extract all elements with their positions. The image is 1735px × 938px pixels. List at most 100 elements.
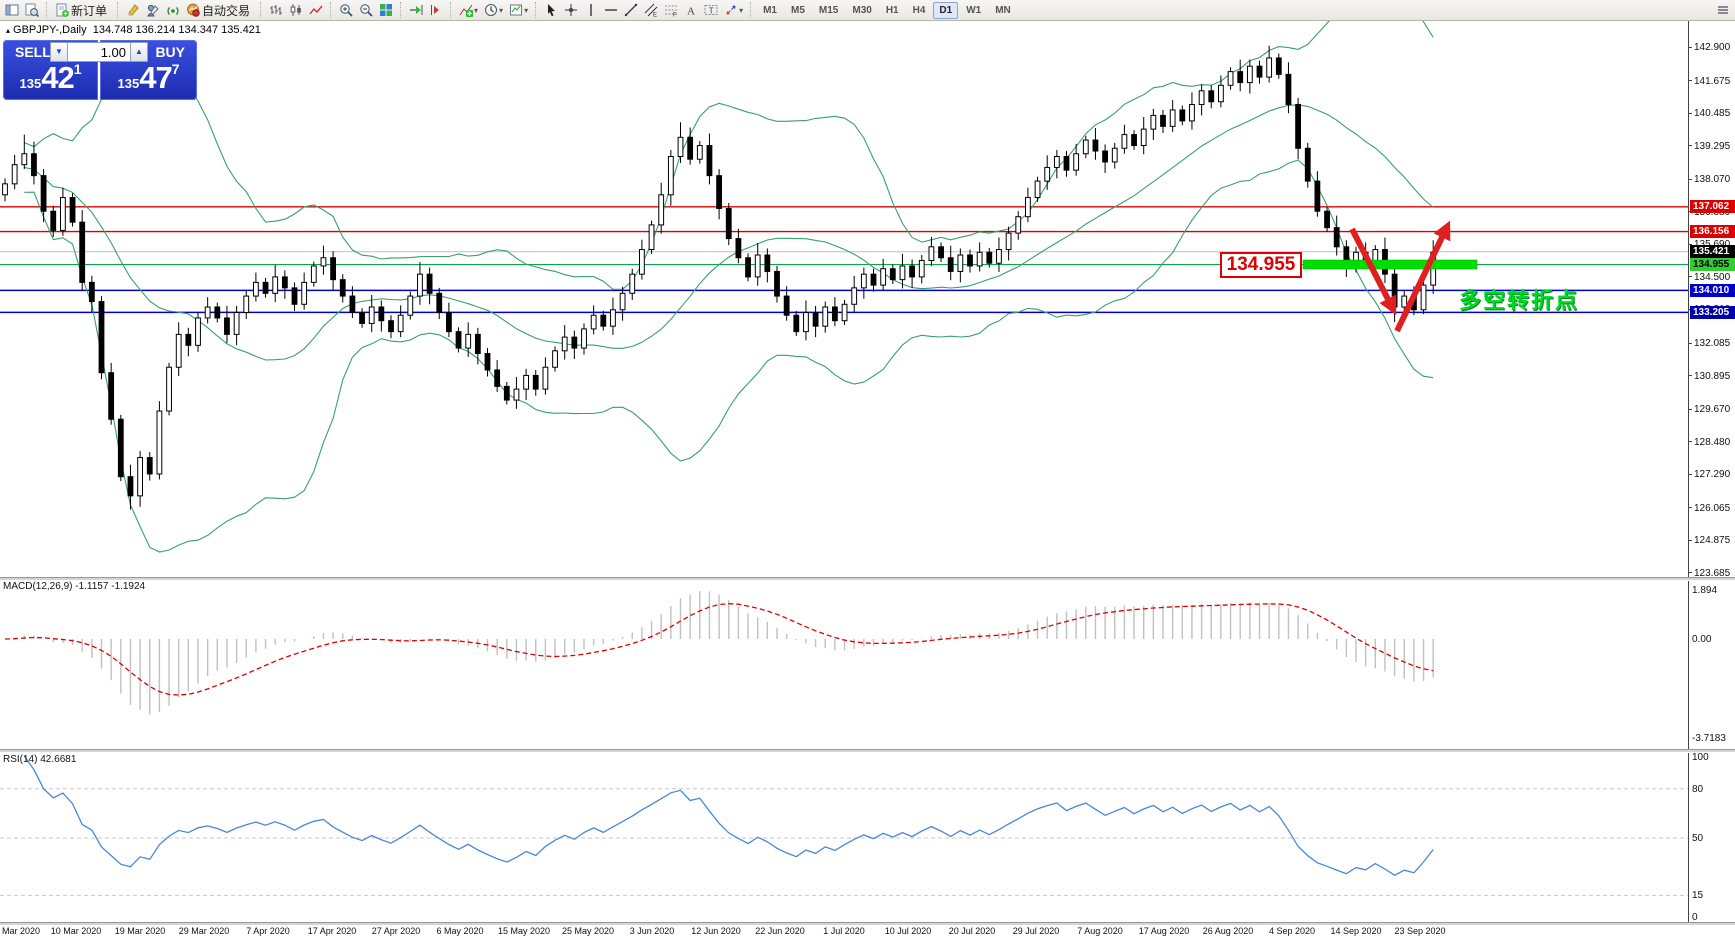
bear-candle [783,295,790,316]
price-level-label-box[interactable]: 134.955 [1220,252,1302,278]
indicators-button[interactable]: ▾ [456,0,481,21]
axis-tick-mark [1689,507,1692,509]
auto-scroll-button[interactable] [406,0,426,21]
bull-candle [175,333,182,368]
turning-point-annotation[interactable]: 多空转折点 [1459,288,1580,313]
collapse-arrow-icon[interactable]: ▴ [6,26,11,35]
date-axis-label: 15 May 2020 [497,926,551,936]
trendline-button[interactable] [621,0,641,21]
timeframe-m1-button[interactable]: M1 [763,4,777,16]
bear-candle [1333,227,1340,248]
chevron-down-icon[interactable]: ▾ [474,5,479,15]
metaeditor-button[interactable] [143,0,163,21]
panel-separator[interactable] [0,577,1735,581]
axis-tick-mark [1689,178,1692,180]
vertical-line-button[interactable] [581,0,601,21]
time-axis[interactable]: Mar 2020 10 Mar 2020 19 Mar 2020 29 Mar 202… [0,924,1735,938]
bull-candle [996,249,1002,264]
rsi-axis-tick: 80 [1692,783,1704,795]
bear-candle [1314,180,1321,212]
date-axis-label: 29 Mar 2020 [178,926,230,936]
bull-candle [658,194,665,226]
bull-candle [581,328,587,349]
timeframe-m15-button[interactable]: M15 [818,4,839,16]
timeframe-w1-button[interactable]: W1 [966,4,982,16]
main-chart-canvas[interactable] [0,21,1688,577]
equidistant-channel-button[interactable]: E [641,0,661,21]
bull-candle [696,145,703,160]
sell-price: 135421 [3,60,98,96]
bear-candle [1256,65,1263,78]
line-chart-button[interactable] [306,0,326,21]
axis-tick-mark [1689,145,1692,147]
panel-separator[interactable] [0,749,1735,753]
date-axis-label: Mar 2020 [2,926,41,936]
timeframe-d1-button[interactable]: D1 [933,1,959,19]
periods-button[interactable]: ▾ [481,0,506,21]
buy-price-pips: 47 [139,60,172,95]
menu-button[interactable] [1713,0,1733,21]
chevron-down-icon[interactable]: ▾ [524,5,529,15]
bear-candle [909,265,916,278]
bull-candle [957,254,964,272]
text-button[interactable]: A [681,0,701,21]
horizontal-line-button[interactable] [601,0,621,21]
signals-button[interactable] [163,0,183,21]
bar-chart-button[interactable] [266,0,286,21]
text-label-button[interactable]: T [701,0,721,21]
bear-candle [79,221,86,283]
equidistant-channel-icon: E [644,3,658,17]
templates-button[interactable]: ▾ [506,0,531,21]
bear-candle [185,333,192,346]
new-order-button[interactable]: 新订单 [52,0,113,21]
chevron-down-icon[interactable]: ▾ [499,5,504,15]
fibonacci-button[interactable]: F [661,0,681,21]
up-arrow-annotation[interactable] [1394,220,1451,333]
sell-price-point: 1 [73,61,82,77]
timeframe-h1-button[interactable]: H1 [885,4,899,16]
bull-candle [11,164,18,185]
bull-candle [60,197,66,231]
macd-panel-canvas[interactable] [0,579,1688,749]
timeframe-mn-button[interactable]: MN [995,4,1011,16]
autotrading-button[interactable]: 自动交易 [183,0,256,21]
date-axis-label: 10 Jul 2020 [884,926,932,936]
chevron-down-icon[interactable]: ▾ [739,5,744,15]
tile-windows-button[interactable] [376,0,396,21]
bear-candle [31,153,37,177]
rsi-value: 42.6681 [40,754,77,765]
candlestick-chart-button[interactable] [286,0,306,21]
sell-button[interactable]: SELL [15,44,51,60]
zoom-in-button[interactable] [336,0,356,21]
buy-button[interactable]: BUY [155,44,185,60]
support-zone-highlight[interactable] [1302,259,1478,270]
bull-candle [417,273,423,297]
trendline-icon [624,3,638,17]
charts-panel-button[interactable] [2,0,22,21]
market-watch-button[interactable] [22,0,42,21]
cursor-button[interactable] [541,0,561,21]
bull-candle [1401,295,1408,308]
price-axis-tick: 140.485 [1694,108,1731,120]
rsi-panel-canvas[interactable] [0,752,1688,922]
price-axis-tick: 127.290 [1694,469,1731,481]
zoom-out-button[interactable] [356,0,376,21]
volume-decrease-button[interactable]: ▼ [50,42,68,62]
price-line-badge: 134.010 [1690,283,1735,297]
bear-candle [446,311,452,333]
bear-candle [339,279,346,297]
price-axis[interactable]: 142.900141.675140.485139.295138.070136.8… [1688,21,1735,922]
down-arrow-annotation[interactable] [1349,227,1397,316]
crosshair-button[interactable] [561,0,581,21]
bull-candle [1266,57,1273,78]
panel-separator[interactable] [0,922,1735,926]
axis-tick-mark [1689,80,1692,82]
highlight-button[interactable] [123,0,143,21]
timeframe-m5-button[interactable]: M5 [791,4,805,16]
arrows-button[interactable]: ▾ [721,0,746,21]
timeframe-h4-button[interactable]: H4 [912,4,926,16]
timeframe-m30-button[interactable]: M30 [852,4,872,16]
volume-input[interactable] [68,42,130,62]
volume-increase-button[interactable]: ▲ [130,42,148,62]
chart-shift-button[interactable] [426,0,446,21]
